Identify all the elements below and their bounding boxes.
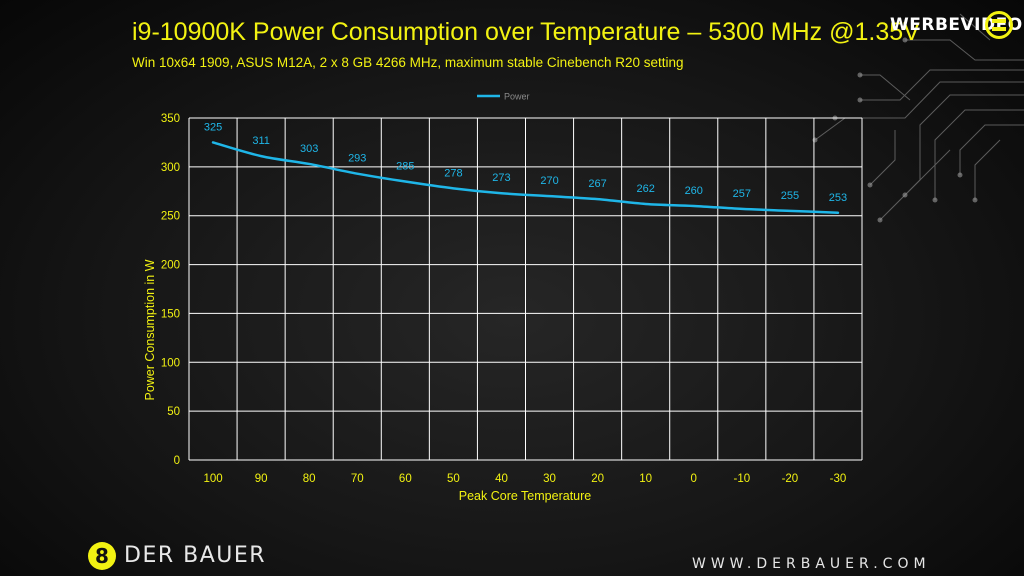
slide-title: i9-10900K Power Consumption over Tempera… (132, 18, 920, 46)
x-tick-label: 40 (495, 473, 508, 485)
x-tick-label: 50 (447, 473, 460, 485)
power-line (211, 141, 840, 215)
data-label: 262 (636, 183, 654, 195)
x-tick-label: 80 (303, 473, 316, 485)
x-tick-label: -30 (830, 473, 847, 485)
y-axis-label: Power Consumption in W (143, 259, 157, 400)
watermark-logo-icon (985, 11, 1013, 39)
data-label: 257 (733, 188, 751, 200)
x-tick-label: 10 (639, 473, 652, 485)
data-label: 325 (204, 121, 222, 133)
data-label: 267 (588, 178, 606, 190)
data-label: 285 (396, 161, 414, 173)
data-label: 293 (348, 153, 366, 165)
data-label: 270 (540, 175, 558, 187)
data-label: 278 (444, 167, 462, 179)
x-tick-label: -20 (782, 473, 799, 485)
x-tick-label: 0 (691, 473, 697, 485)
y-tick-label: 150 (161, 308, 180, 320)
y-tick-label: 200 (161, 260, 180, 272)
y-tick-label: 350 (161, 113, 180, 125)
series-power (211, 141, 840, 215)
chart-grid (188, 117, 863, 461)
data-label: 273 (492, 172, 510, 184)
x-tick-label: 90 (255, 473, 268, 485)
data-labels: 325 311 303 293 285 278 273 270 267 262 260 257 255 2… (204, 121, 847, 203)
data-label: 311 (252, 135, 270, 147)
y-tick-label: 0 (174, 455, 180, 467)
x-axis-label: Peak Core Temperature (459, 489, 592, 503)
x-tick-label: 100 (203, 473, 222, 485)
x-tick-label: -10 (734, 473, 751, 485)
x-tick-label: 60 (399, 473, 412, 485)
legend-label: Power (504, 92, 530, 102)
watermark: WERBEVIDEO (882, 11, 1022, 39)
brand-badge-icon: 8 (88, 542, 116, 570)
y-tick-label: 100 (161, 357, 180, 369)
x-axis-ticks: 100 90 80 70 60 50 40 30 20 10 0 -10 -20 -30 (203, 473, 846, 485)
y-tick-label: 250 (161, 211, 180, 223)
data-label: 260 (685, 185, 703, 197)
brand-name: DER BAUER (124, 543, 267, 568)
x-tick-label: 30 (543, 473, 556, 485)
data-label: 303 (300, 143, 318, 155)
website-url: WWW.DERBAUER.COM (692, 556, 931, 572)
chart-legend: Power (477, 92, 530, 102)
y-tick-label: 300 (161, 162, 180, 174)
data-label: 253 (829, 192, 847, 204)
slide-subtitle: Win 10x64 1909, ASUS M12A, 2 x 8 GB 4266… (132, 55, 684, 70)
x-tick-label: 20 (591, 473, 604, 485)
y-axis-ticks: 0 50 100 150 200 250 300 350 (161, 113, 180, 467)
y-tick-label: 50 (167, 406, 180, 418)
brand-logo: 8 DER BAUER (88, 540, 288, 574)
x-tick-label: 70 (351, 473, 364, 485)
data-label: 255 (781, 190, 799, 202)
